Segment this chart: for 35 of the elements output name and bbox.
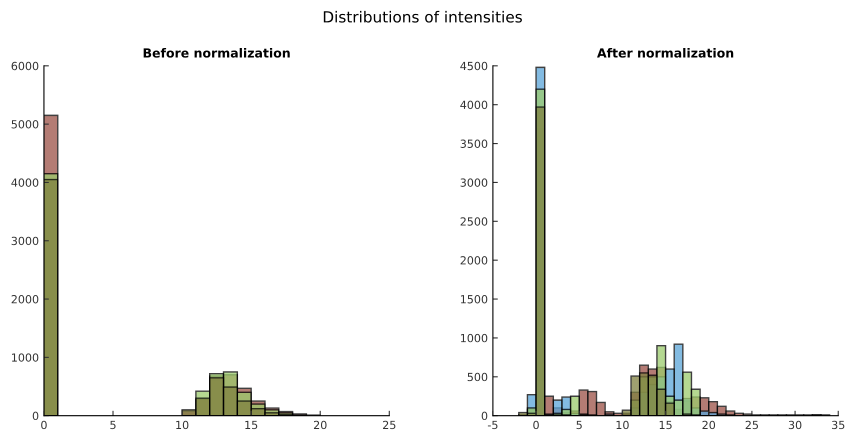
y-tick-label: 4500: [460, 62, 488, 70]
y-tick-label: 0: [32, 412, 38, 420]
y-tick-label: 500: [468, 372, 488, 382]
chart-title: After normalization: [597, 48, 734, 58]
x-tick-label: 30: [788, 420, 802, 430]
y-tick-label: 3500: [460, 140, 488, 148]
y-tick-label: 3000: [460, 178, 488, 187]
y-tick-label: 4000: [11, 178, 38, 187]
x-tick-label: 10: [616, 420, 629, 430]
chart-title: Before normalization: [144, 48, 290, 58]
x-tick-label: 35: [832, 420, 844, 430]
x-tick-label: 5: [576, 420, 582, 430]
x-tick-label: 25: [746, 420, 758, 430]
x-tick-label: 15: [245, 420, 258, 430]
y-tick-label: 2000: [12, 295, 38, 304]
y-tick-label: 1000: [460, 334, 488, 342]
y-tick-label: 1500: [460, 295, 488, 304]
x-tick-label: 10: [176, 420, 188, 430]
x-tick-label: 0: [41, 420, 47, 430]
x-tick-label: 15: [660, 420, 672, 430]
x-tick-label: -5: [488, 420, 498, 430]
x-tick-label: 20: [702, 420, 716, 430]
y-tick-label: 3000: [12, 236, 38, 246]
x-tick-label: 25: [383, 420, 396, 430]
y-tick-label: 5000: [12, 120, 38, 129]
y-tick-label: 4000: [460, 100, 488, 110]
x-tick-label: 20: [314, 420, 327, 430]
x-tick-label: 5: [110, 420, 116, 430]
y-tick-label: 0: [482, 412, 488, 420]
x-tick-label: 0: [533, 420, 539, 430]
y-tick-label: 2000: [460, 256, 488, 265]
y-tick-label: 2500: [460, 217, 488, 226]
y-tick-label: 1000: [12, 353, 38, 362]
text: Distributions of intensities: [324, 10, 522, 23]
y-tick-label: 6000: [12, 62, 38, 70]
